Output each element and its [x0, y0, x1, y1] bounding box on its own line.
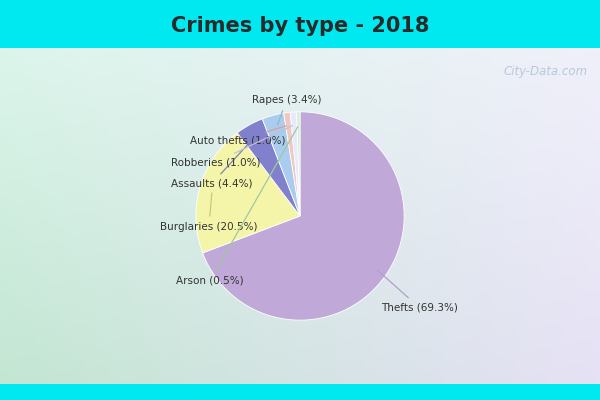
Text: Thefts (69.3%): Thefts (69.3%)	[377, 270, 458, 312]
Wedge shape	[237, 119, 300, 216]
Wedge shape	[297, 112, 300, 216]
Text: Auto thefts (1.0%): Auto thefts (1.0%)	[190, 126, 286, 146]
Text: Arson (0.5%): Arson (0.5%)	[176, 127, 298, 286]
Text: Crimes by type - 2018: Crimes by type - 2018	[171, 16, 429, 36]
Text: Robberies (1.0%): Robberies (1.0%)	[171, 126, 292, 167]
Text: City-Data.com: City-Data.com	[504, 65, 588, 78]
Text: Assaults (4.4%): Assaults (4.4%)	[171, 138, 254, 189]
Text: Burglaries (20.5%): Burglaries (20.5%)	[160, 193, 258, 232]
Wedge shape	[284, 112, 300, 216]
Wedge shape	[290, 112, 300, 216]
Text: Rapes (3.4%): Rapes (3.4%)	[251, 96, 321, 125]
Wedge shape	[196, 133, 300, 253]
Wedge shape	[203, 112, 404, 320]
Wedge shape	[262, 113, 300, 216]
